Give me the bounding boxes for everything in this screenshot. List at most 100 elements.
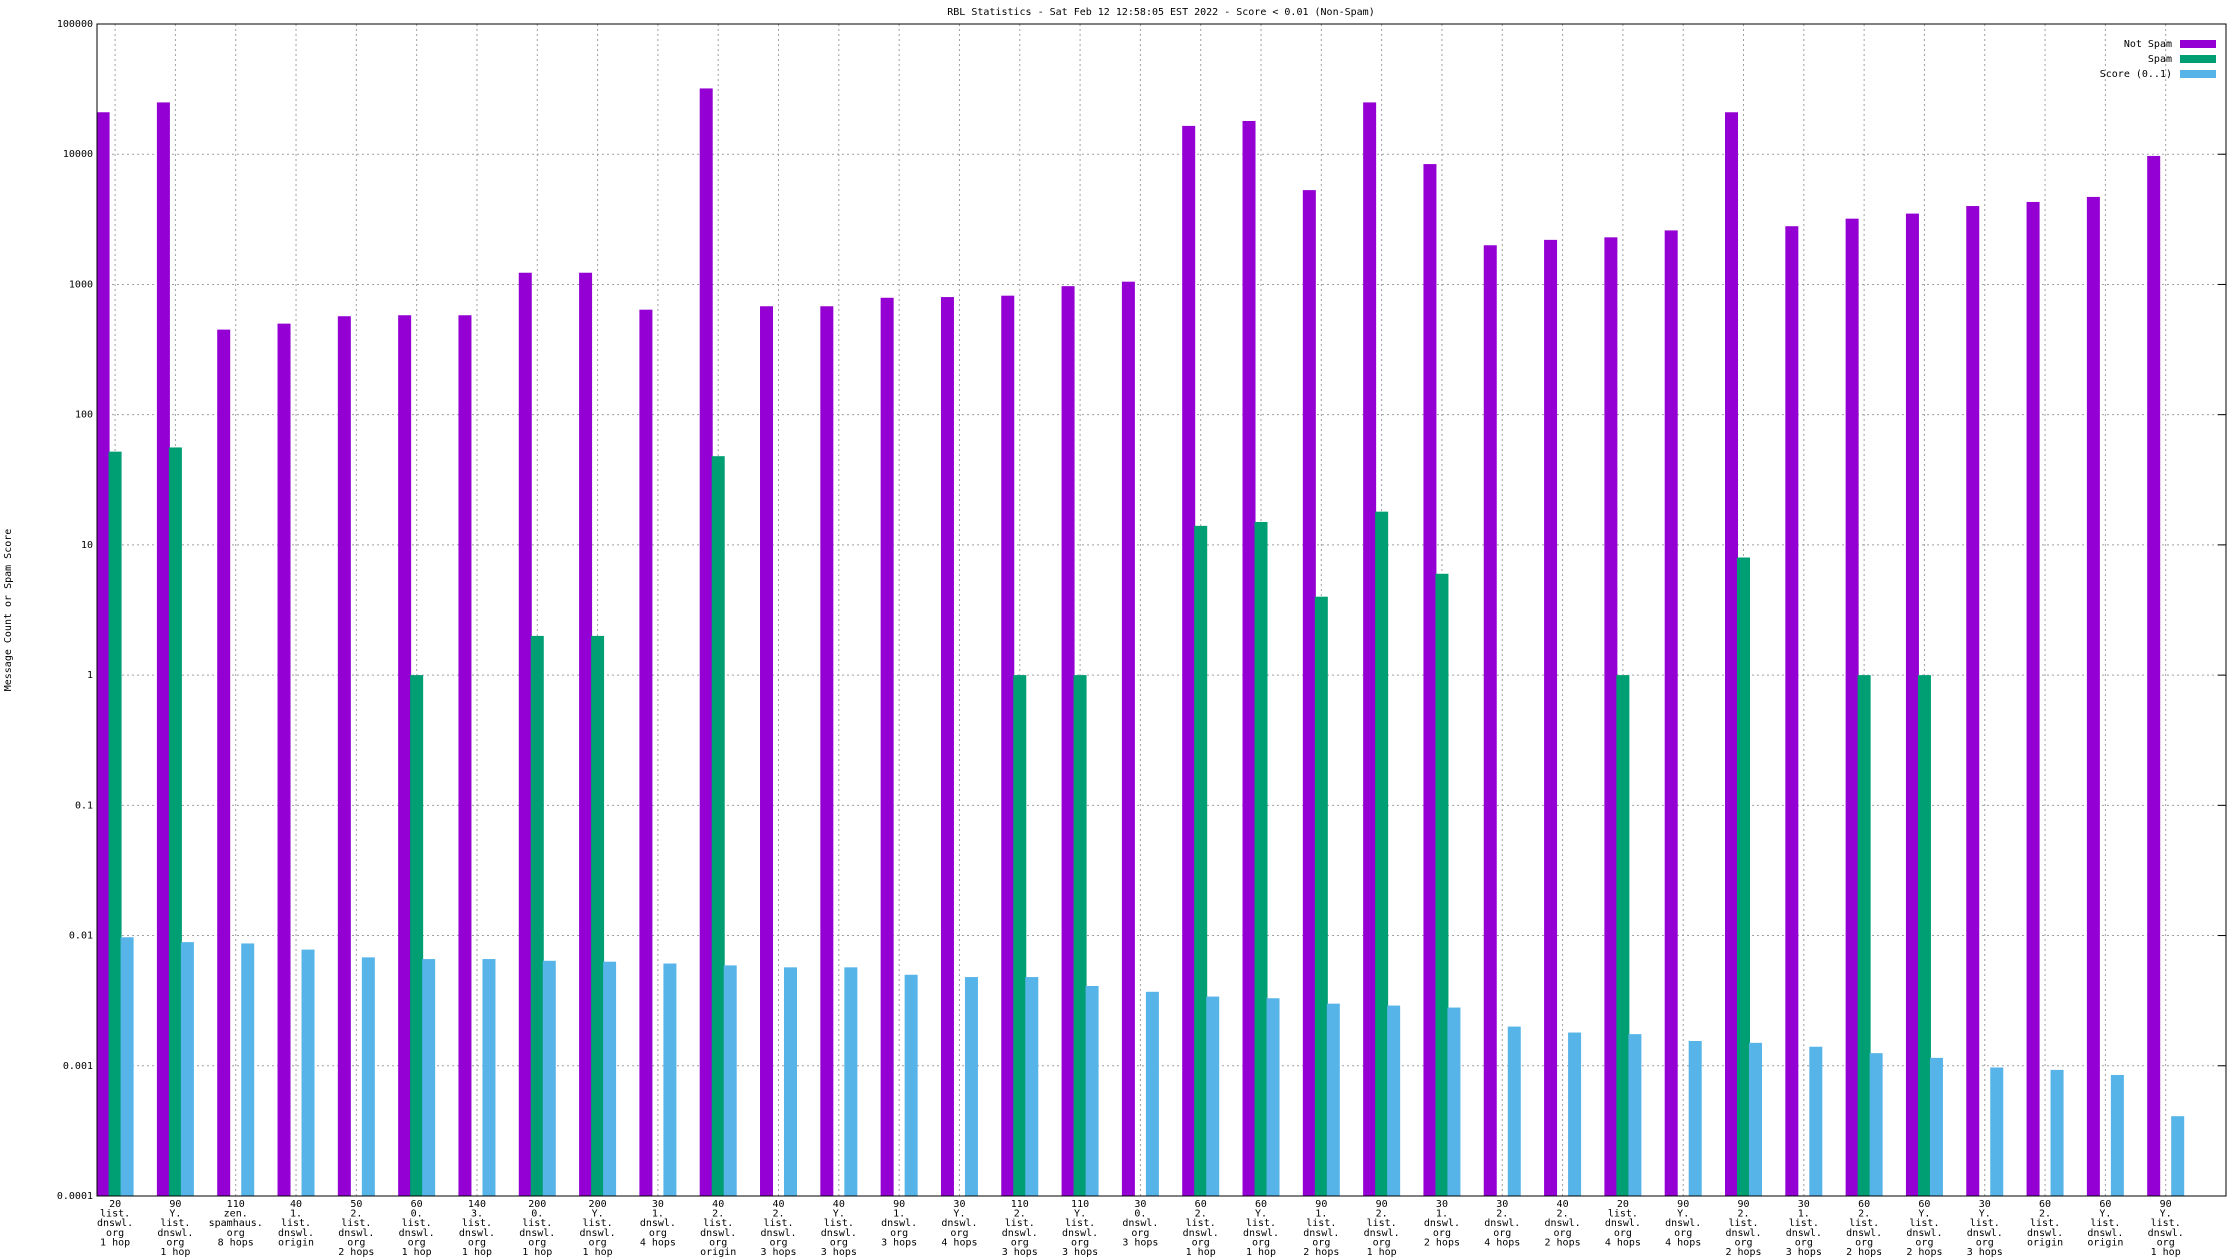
bar bbox=[1905, 213, 1919, 1196]
x-tick-label-line: dnswl. bbox=[519, 1228, 555, 1239]
bar bbox=[639, 309, 653, 1197]
x-tick-label: 110 Y. list. dnswl. org 3 hops bbox=[1062, 1199, 1098, 1258]
bar bbox=[591, 635, 605, 1196]
x-tick-label: 200 Y. list. dnswl. org 1 hop bbox=[580, 1199, 616, 1258]
x-tick-label-line: 2. bbox=[1557, 1209, 1569, 1220]
bar bbox=[180, 942, 194, 1196]
x-tick-label-line: 1 hop bbox=[462, 1247, 492, 1258]
bar bbox=[530, 635, 544, 1196]
x-tick-label-line: org bbox=[468, 1237, 486, 1248]
x-tick-label: 110 zen. spamhaus. org 8 hops bbox=[209, 1199, 263, 1248]
x-tick-label-line: Y. bbox=[169, 1209, 181, 1220]
x-tick-label-line: list. bbox=[462, 1218, 492, 1229]
bar bbox=[542, 960, 556, 1196]
x-tick-label-line: org bbox=[1192, 1237, 1210, 1248]
x-tick-label-line: org bbox=[890, 1228, 908, 1239]
bar bbox=[1182, 125, 1196, 1196]
x-tick-label-line: dnswl. bbox=[580, 1228, 616, 1239]
bar bbox=[1749, 1042, 1763, 1196]
bar bbox=[1363, 102, 1377, 1196]
x-tick-label-line: list. bbox=[1246, 1218, 1276, 1229]
y-tick-label: 0.01 bbox=[69, 931, 93, 942]
x-tick-label: 30 1. list. dnswl. org 3 hops bbox=[1786, 1199, 1822, 1258]
x-tick-label-line: list. bbox=[100, 1209, 130, 1220]
bar bbox=[1929, 1057, 1943, 1196]
x-tick-label: 60 2. list. dnswl. origin bbox=[2027, 1199, 2063, 1248]
x-tick-label-line: zen. bbox=[224, 1209, 248, 1220]
x-tick-label-line: origin bbox=[2087, 1237, 2123, 1248]
x-tick-label-line: 90 bbox=[1376, 1199, 1388, 1210]
x-tick-label-line: dnswl. bbox=[760, 1228, 796, 1239]
x-tick-label-line: 110 bbox=[1011, 1199, 1029, 1210]
x-tick-label: 30 2. dnswl. org 4 hops bbox=[1484, 1199, 1520, 1248]
x-tick-label-line: list. bbox=[1970, 1218, 2000, 1229]
x-tick-label-line: 2. bbox=[2039, 1209, 2051, 1220]
bar bbox=[1025, 977, 1039, 1196]
x-tick-label-line: 0. bbox=[411, 1209, 423, 1220]
x-tick-label-line: org bbox=[1976, 1237, 1994, 1248]
x-tick-label-line: 2. bbox=[1496, 1209, 1508, 1220]
bar bbox=[410, 675, 424, 1196]
x-tick-label-line: 2 hops bbox=[1303, 1247, 1339, 1258]
x-tick-label-line: 3 hops bbox=[1967, 1247, 2003, 1258]
x-tick-label-line: 200 bbox=[589, 1199, 607, 1210]
x-tick-label-line: 2 hops bbox=[1545, 1237, 1581, 1248]
x-tick-label-line: 60 bbox=[1918, 1199, 1930, 1210]
x-tick-label-line: dnswl. bbox=[459, 1228, 495, 1239]
legend-label: Not Spam bbox=[2124, 39, 2172, 50]
x-tick-label-line: Y. bbox=[1677, 1209, 1689, 1220]
x-tick-label-line: 60 bbox=[2099, 1199, 2111, 1210]
bar bbox=[96, 112, 110, 1197]
bar bbox=[820, 306, 834, 1196]
x-tick-label-line: 1 hop bbox=[100, 1237, 130, 1248]
x-tick-label-line: 0. bbox=[1134, 1209, 1146, 1220]
x-tick-label-line: 200 bbox=[528, 1199, 546, 1210]
x-tick-label-line: org bbox=[408, 1237, 426, 1248]
bar bbox=[1375, 511, 1389, 1196]
x-tick-label-line: org bbox=[1011, 1237, 1029, 1248]
x-tick-label-line: dnswl. bbox=[399, 1228, 435, 1239]
x-tick-label-line: 2 hops bbox=[338, 1247, 374, 1258]
x-tick-label-line: 50 bbox=[350, 1199, 362, 1210]
bar bbox=[904, 974, 918, 1196]
legend-label: Score (0..1) bbox=[2100, 69, 2172, 80]
bar bbox=[168, 447, 182, 1196]
x-tick-label: 90 Y. list. dnswl. org 1 hop bbox=[2148, 1199, 2184, 1258]
x-tick-label-line: org bbox=[347, 1237, 365, 1248]
x-tick-label-line: 4 hops bbox=[941, 1237, 977, 1248]
x-tick-label-line: 4 hops bbox=[1605, 1237, 1641, 1248]
bar bbox=[2026, 201, 2040, 1197]
x-tick-label-line: org bbox=[1493, 1228, 1511, 1239]
x-tick-label-line: 2 hops bbox=[1725, 1247, 1761, 1258]
x-tick-label-line: list. bbox=[1909, 1218, 1939, 1229]
x-tick-label-line: list. bbox=[2090, 1218, 2120, 1229]
x-tick-label-line: list. bbox=[1065, 1218, 1095, 1229]
x-tick-label-line: 20 bbox=[1617, 1199, 1629, 1210]
x-tick-label-line: list. bbox=[1186, 1218, 1216, 1229]
x-tick-label-line: 1 hop bbox=[522, 1247, 552, 1258]
x-tick-label: 60 2. list. dnswl. org 2 hops bbox=[1846, 1199, 1882, 1258]
x-tick-label: 90 Y. list. dnswl. org 1 hop bbox=[157, 1199, 193, 1258]
x-tick-label-line: org bbox=[950, 1228, 968, 1239]
x-tick-label-line: 3 hops bbox=[881, 1237, 917, 1248]
bar bbox=[1664, 230, 1678, 1196]
bar bbox=[579, 272, 593, 1196]
x-tick-label-line: 1. bbox=[893, 1209, 905, 1220]
bar bbox=[337, 316, 351, 1196]
x-tick-label: 40 1. list. dnswl. origin bbox=[278, 1199, 314, 1248]
x-tick-label-line: org bbox=[2157, 1237, 2175, 1248]
x-tick-label-line: org bbox=[1071, 1237, 1089, 1248]
x-tick-label: 90 1. list. dnswl. org 2 hops bbox=[1303, 1199, 1339, 1258]
x-tick-label-line: list. bbox=[1849, 1218, 1879, 1229]
x-tick-label-line: 3. bbox=[471, 1209, 483, 1220]
bar bbox=[1568, 1032, 1582, 1196]
x-tick-label-line: 4 hops bbox=[1665, 1237, 1701, 1248]
x-tick-label-line: org bbox=[1734, 1237, 1752, 1248]
x-tick-label-line: list. bbox=[703, 1218, 733, 1229]
x-tick-label-line: list. bbox=[281, 1218, 311, 1229]
x-tick-label-line: dnswl. bbox=[1786, 1228, 1822, 1239]
x-tick-label-line: dnswl. bbox=[821, 1228, 857, 1239]
bar bbox=[482, 959, 496, 1196]
x-tick-label-line: 30 bbox=[1436, 1199, 1448, 1210]
